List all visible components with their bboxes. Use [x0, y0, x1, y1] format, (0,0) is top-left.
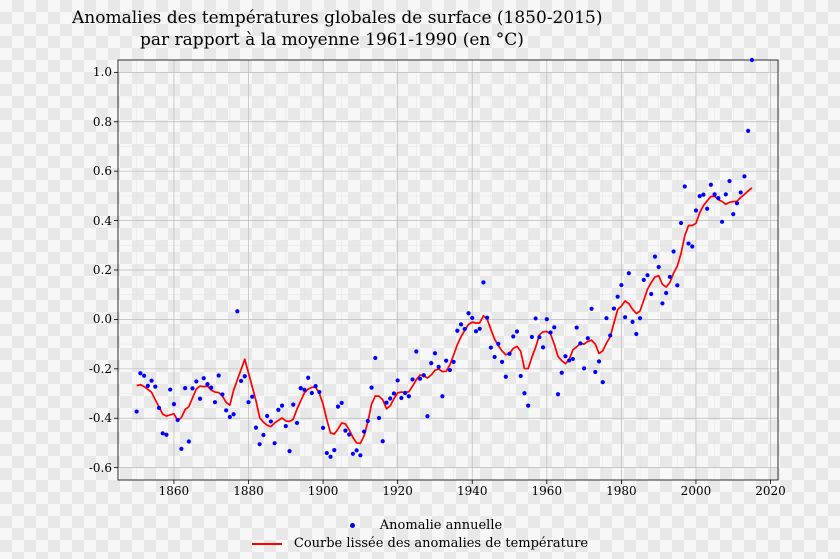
- legend-item-line: Courbe lissée des anomalies de températu…: [252, 536, 588, 551]
- x-tick-label: 1980: [606, 484, 637, 498]
- legend-label-line: Courbe lissée des anomalies de températu…: [294, 536, 588, 551]
- y-tick-label: -0.4: [78, 411, 112, 425]
- y-tick-label: 0.8: [78, 115, 112, 129]
- smoothed-line: [137, 188, 752, 444]
- x-tick-label: 1920: [382, 484, 413, 498]
- chart-title-line2: par rapport à la moyenne 1961-1990 (en °…: [140, 30, 524, 50]
- x-tick-label: 1940: [457, 484, 488, 498]
- scatter-marker-icon: [338, 523, 368, 528]
- y-tick-label: 0.4: [78, 214, 112, 228]
- scatter-points: [135, 58, 754, 459]
- grid-major: [118, 60, 778, 480]
- x-tick-label: 2020: [755, 484, 786, 498]
- legend-label-scatter: Anomalie annuelle: [380, 518, 502, 533]
- y-tick-label: -0.6: [78, 461, 112, 475]
- x-tick-label: 1880: [233, 484, 264, 498]
- legend: Anomalie annuelle Courbe lissée des anom…: [0, 518, 840, 551]
- x-tick-label: 1960: [532, 484, 563, 498]
- x-tick-label: 2000: [681, 484, 712, 498]
- y-tick-label: 0.0: [78, 312, 112, 326]
- y-tick-label: 0.2: [78, 263, 112, 277]
- chart-svg: [118, 60, 778, 480]
- x-tick-label: 1860: [159, 484, 190, 498]
- x-tick-label: 1900: [308, 484, 339, 498]
- y-tick-label: 0.6: [78, 164, 112, 178]
- y-tick-label: -0.2: [78, 362, 112, 376]
- line-marker-icon: [252, 543, 282, 545]
- chart-title-line1: Anomalies des températures globales de s…: [72, 8, 602, 29]
- plot-area: -0.6-0.4-0.20.00.20.40.60.81.01860188019…: [118, 60, 778, 480]
- y-tick-label: 1.0: [78, 65, 112, 79]
- legend-item-scatter: Anomalie annuelle: [338, 518, 502, 533]
